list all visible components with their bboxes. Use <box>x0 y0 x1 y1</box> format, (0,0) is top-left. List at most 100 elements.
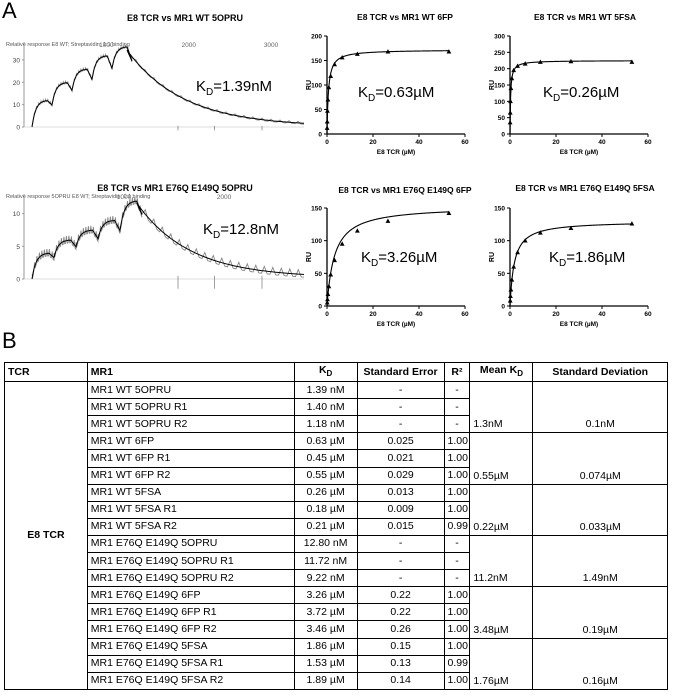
sd-cell: 0.1nM <box>532 381 668 434</box>
data-point <box>325 296 330 302</box>
y-tick-label: 0 <box>318 132 322 139</box>
kd-table-container: TCR MR1 KD Standard Error R² Mean KD Sta… <box>4 361 668 690</box>
se-cell: - <box>356 398 445 417</box>
mr1-cell: MR1 WT 6FP R1 <box>86 449 295 468</box>
x-tick-label: 20 <box>552 139 560 146</box>
se-cell: 0.26 <box>356 620 445 639</box>
data-point <box>537 230 543 235</box>
table-row: MR1 E76Q E149Q 5OPRU 12.80 nM - -11.2nM 1.49… <box>5 534 668 588</box>
mr1-cell: MR1 WT 5FSA R2 <box>86 517 295 536</box>
binding-chart-3-title: E8 TCR vs MR1 E76Q E149Q 6FP <box>338 185 472 195</box>
mr1-cell: MR1 E76Q E149Q 5OPRU <box>86 534 295 554</box>
kd-cell: 1.39 nM <box>293 381 358 400</box>
panel-b-label: B <box>2 328 17 353</box>
data-point <box>509 75 515 81</box>
x-tick-label: 60 <box>644 139 652 146</box>
data-point <box>446 49 452 54</box>
se-cell: - <box>356 381 445 400</box>
x-axis-label: E8 TCR (µM) <box>377 321 415 328</box>
data-point <box>385 49 391 54</box>
r2-cell: 0.99 <box>443 517 471 536</box>
se-cell: 0.22 <box>356 586 445 605</box>
y-tick-label: 10 <box>13 211 21 218</box>
x-tick-label: 0 <box>325 311 329 318</box>
data-point <box>508 287 514 292</box>
y-tick-label: 5 <box>16 244 20 251</box>
sensorgram-1-kd: KD=1.39nM <box>196 78 273 98</box>
table-row: MR1 E76Q E149Q 5FSA R2 1.89 µM 0.14 1.00 <box>5 671 668 690</box>
header-standard-error: Standard Error <box>356 361 445 383</box>
y-tick-label: 150 <box>494 206 505 213</box>
x-tick-label: 40 <box>598 311 606 318</box>
data-point <box>354 228 360 233</box>
fit-curve <box>326 211 449 307</box>
y-tick-label: 200 <box>494 66 505 73</box>
table-row: E8 TCR MR1 WT 5OPRU 1.39 nM - -1.3nM 0.1nM <box>4 381 668 690</box>
se-cell: - <box>356 552 445 571</box>
se-cell: 0.025 <box>356 432 445 451</box>
sensorgram-2: Relative response 5OPRU E8 WT; Streptavi… <box>6 194 305 289</box>
kd-cell: 0.21 µM <box>293 517 358 536</box>
y-axis-label: RU <box>306 252 313 262</box>
x-tick-label: 40 <box>598 139 606 146</box>
r2-cell: 1.00 <box>443 603 471 622</box>
sensorgram-legend: Relative response E8 WT; Streptavidin; 1… <box>6 42 130 48</box>
x-axis-label: E8 TCR (µM) <box>377 149 415 156</box>
data-point <box>324 125 330 130</box>
r2-cell: 0.99 <box>443 654 471 673</box>
x-tick-label: 40 <box>415 139 423 146</box>
data-point <box>537 59 543 64</box>
mean-kd-cell: 0.22µM <box>469 483 534 536</box>
mr1-cell: MR1 WT 5OPRU R1 <box>86 398 295 417</box>
data-point <box>511 264 517 269</box>
mr1-cell: MR1 WT 6FP R2 <box>86 466 295 485</box>
sensorgram-1-title: E8 TCR vs MR1 WT 5OPRU <box>126 13 244 23</box>
table-row: MR1 WT 5OPRU R1 1.40 nM - - <box>5 398 668 417</box>
se-cell: 0.015 <box>356 517 445 536</box>
se-cell: - <box>356 415 445 434</box>
data-point <box>629 221 635 226</box>
data-point <box>568 58 574 64</box>
kd-cell: 0.55 µM <box>293 466 358 485</box>
x-axis-label: E8 TCR (µM) <box>560 149 598 156</box>
y-tick-label: 100 <box>494 238 505 245</box>
r2-cell: 1.00 <box>443 637 471 656</box>
header-kd: KD <box>293 361 358 383</box>
tcr-cell: E8 TCR <box>4 381 88 690</box>
r2-cell: - <box>443 381 471 400</box>
data-point <box>339 241 345 246</box>
table-row: MR1 WT 5FSA 0.26 µM 0.013 1.00 0.22µM 0.033µM <box>5 483 668 536</box>
y-tick-label: 0 <box>318 304 322 311</box>
mr1-cell: MR1 WT 5OPRU <box>86 381 295 400</box>
data-point <box>325 108 330 113</box>
mr1-cell: MR1 WT 5OPRU R2 <box>86 415 295 434</box>
r2-cell: - <box>443 552 471 571</box>
y-tick-label: 0 <box>16 277 20 284</box>
x-tick-label: 1000 <box>117 194 132 201</box>
header-mean-kd: Mean KD <box>469 361 534 383</box>
r2-cell: 1.00 <box>443 432 471 451</box>
kd-cell: 12.80 nM <box>293 534 358 554</box>
y-axis-label: RU <box>306 80 313 90</box>
r2-cell: 1.00 <box>443 500 471 519</box>
r2-cell: 1.00 <box>443 620 471 639</box>
table-row: MR1 E76Q E149Q 5OPRU R1 11.72 nM - - <box>5 552 668 571</box>
sd-cell: 0.16µM <box>532 637 668 690</box>
kd-cell: 9.22 nM <box>293 569 358 588</box>
table-row: MR1 WT 5OPRU R2 1.18 nM - - <box>5 415 668 434</box>
header-mr1: MR1 <box>86 361 295 383</box>
sensorgram-2-kd: KD=12.8nM <box>203 221 280 241</box>
mr1-cell: MR1 E76Q E149Q 5FSA R2 <box>86 671 295 690</box>
binding-chart-4-title: E8 TCR vs MR1 E76Q E149Q 5FSA <box>515 183 655 193</box>
se-cell: 0.22 <box>356 603 445 622</box>
sd-cell: 0.074µM <box>532 432 668 485</box>
data-point <box>332 61 337 67</box>
y-tick-label: 150 <box>494 83 505 90</box>
table-row: MR1 WT 5FSA R2 0.21 µM 0.015 0.99 <box>5 517 668 536</box>
y-tick-label: 50 <box>498 115 506 122</box>
data-point <box>508 293 513 298</box>
kd-cell: 11.72 nM <box>293 552 358 571</box>
x-tick-label: 2000 <box>181 42 196 49</box>
y-tick-label: 100 <box>311 83 322 90</box>
mr1-cell: MR1 E76Q E149Q 5FSA R1 <box>86 654 295 673</box>
